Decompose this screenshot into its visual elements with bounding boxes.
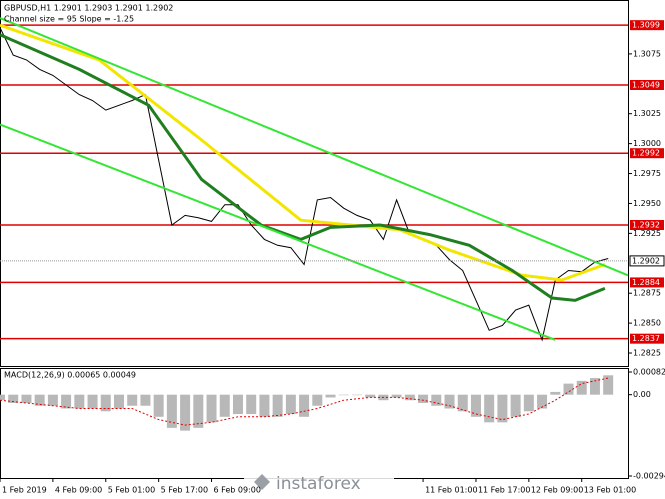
- plot-layer: [0, 17, 629, 431]
- macd-bar: [550, 391, 561, 395]
- level-label-box: [630, 333, 664, 344]
- watermark-logo: [254, 474, 270, 490]
- macd-bar: [391, 394, 402, 398]
- y-tick-label: 1.2850: [633, 319, 661, 328]
- macd-bar: [589, 378, 600, 395]
- macd-bar: [523, 394, 534, 412]
- macd-bar: [140, 394, 151, 406]
- macd-bar: [563, 383, 574, 395]
- y-tick-label: 0.00: [633, 390, 651, 399]
- macd-bar: [166, 394, 177, 428]
- macd-bar: [457, 394, 468, 412]
- macd-bar: [365, 394, 376, 398]
- x-tick-label: 4 Feb 09:00: [55, 486, 102, 495]
- macd-title: MACD(12,26,9) 0.00065 0.00049: [4, 371, 136, 380]
- series-line: [0, 17, 629, 277]
- x-tick-label: 11 Feb 17:00: [478, 486, 530, 495]
- macd-bar: [61, 394, 72, 409]
- macd-bar: [418, 394, 429, 403]
- level-label-box: [630, 79, 664, 90]
- level-label: 1.2992: [632, 149, 660, 158]
- x-tick-label: 12 Feb 09:00: [531, 486, 583, 495]
- macd-bar: [603, 375, 614, 395]
- y-tick-label: 1.2975: [633, 169, 661, 178]
- macd-bar: [470, 394, 481, 417]
- series-line: [0, 123, 556, 341]
- macd-bar: [312, 394, 323, 406]
- macd-bar: [246, 394, 257, 415]
- level-label: 1.2837: [632, 334, 660, 343]
- last-price-box: [629, 255, 665, 267]
- x-tick-label: 1 Feb 2019: [2, 486, 47, 495]
- macd-bar: [576, 380, 587, 395]
- x-tick-label: 6 Feb 09:00: [214, 486, 261, 495]
- macd-bar: [21, 394, 32, 403]
- last-price-label: 1.2902: [632, 256, 660, 265]
- y-tick-label: 1.2925: [633, 229, 661, 238]
- macd-bar: [0, 394, 5, 401]
- y-tick-label: 1.3000: [633, 139, 661, 148]
- macd-bar: [299, 394, 310, 417]
- y-tick-label: 1.3075: [633, 49, 661, 58]
- macd-bar: [259, 394, 270, 417]
- watermark: instaforex: [244, 470, 394, 496]
- macd-bar: [127, 394, 138, 406]
- watermark-text: instaforex: [276, 474, 361, 494]
- y-tick-label: 1.2950: [633, 199, 661, 208]
- y-tick-label: 1.2825: [633, 349, 661, 358]
- macd-bar: [431, 394, 442, 406]
- chart-subtitle: Channel size = 95 Slope = -1.25: [4, 15, 134, 24]
- level-label: 1.2932: [632, 220, 660, 229]
- y-tick-label: 0.00082: [633, 368, 665, 377]
- price-panel: [0, 0, 629, 367]
- x-tick-label: 13 Feb 01:00: [584, 486, 636, 495]
- level-label-box: [630, 148, 664, 159]
- macd-bar: [272, 394, 283, 417]
- x-tick-label: 5 Feb 17:00: [161, 486, 208, 495]
- macd-bar: [232, 394, 243, 415]
- y-tick-label: 1.3025: [633, 109, 661, 118]
- series-line: [0, 33, 606, 302]
- level-label: 1.3099: [632, 21, 660, 30]
- signal-line: [0, 377, 609, 426]
- macd-bar: [113, 394, 124, 409]
- macd-bar: [193, 394, 204, 428]
- macd-bar: [47, 394, 58, 406]
- macd-bar: [100, 394, 111, 412]
- macd-bar: [510, 394, 521, 417]
- chart-title: GBPUSD,H1 1.2901 1.2903 1.2901 1.2902: [4, 4, 173, 13]
- level-label-box: [630, 20, 664, 31]
- macd-bar: [34, 394, 45, 406]
- x-tick-label: 5 Feb 01:00: [108, 486, 155, 495]
- macd-bar: [87, 394, 98, 409]
- macd-bar: [338, 394, 349, 396]
- level-label-box: [630, 219, 664, 230]
- level-label: 1.3049: [632, 80, 660, 89]
- macd-bar: [404, 394, 415, 401]
- x-tick-label: 11 Feb 01:00: [425, 486, 477, 495]
- macd-bar: [285, 394, 296, 415]
- macd-bar: [351, 394, 362, 396]
- macd-bar: [325, 394, 336, 398]
- macd-bar: [484, 394, 495, 423]
- macd-bar: [153, 394, 164, 417]
- macd-bar: [206, 394, 217, 423]
- level-label: 1.2884: [632, 278, 660, 287]
- macd-bar: [219, 394, 230, 417]
- y-tick-label: -0.00294: [633, 472, 665, 481]
- macd-bar: [444, 394, 455, 409]
- macd-bar: [180, 394, 191, 431]
- macd-bar: [497, 394, 508, 423]
- macd-bar: [74, 394, 85, 409]
- macd-bar: [8, 394, 19, 403]
- level-label-box: [630, 277, 664, 288]
- y-tick-label: 1.2875: [633, 289, 661, 298]
- macd-bar: [537, 394, 548, 409]
